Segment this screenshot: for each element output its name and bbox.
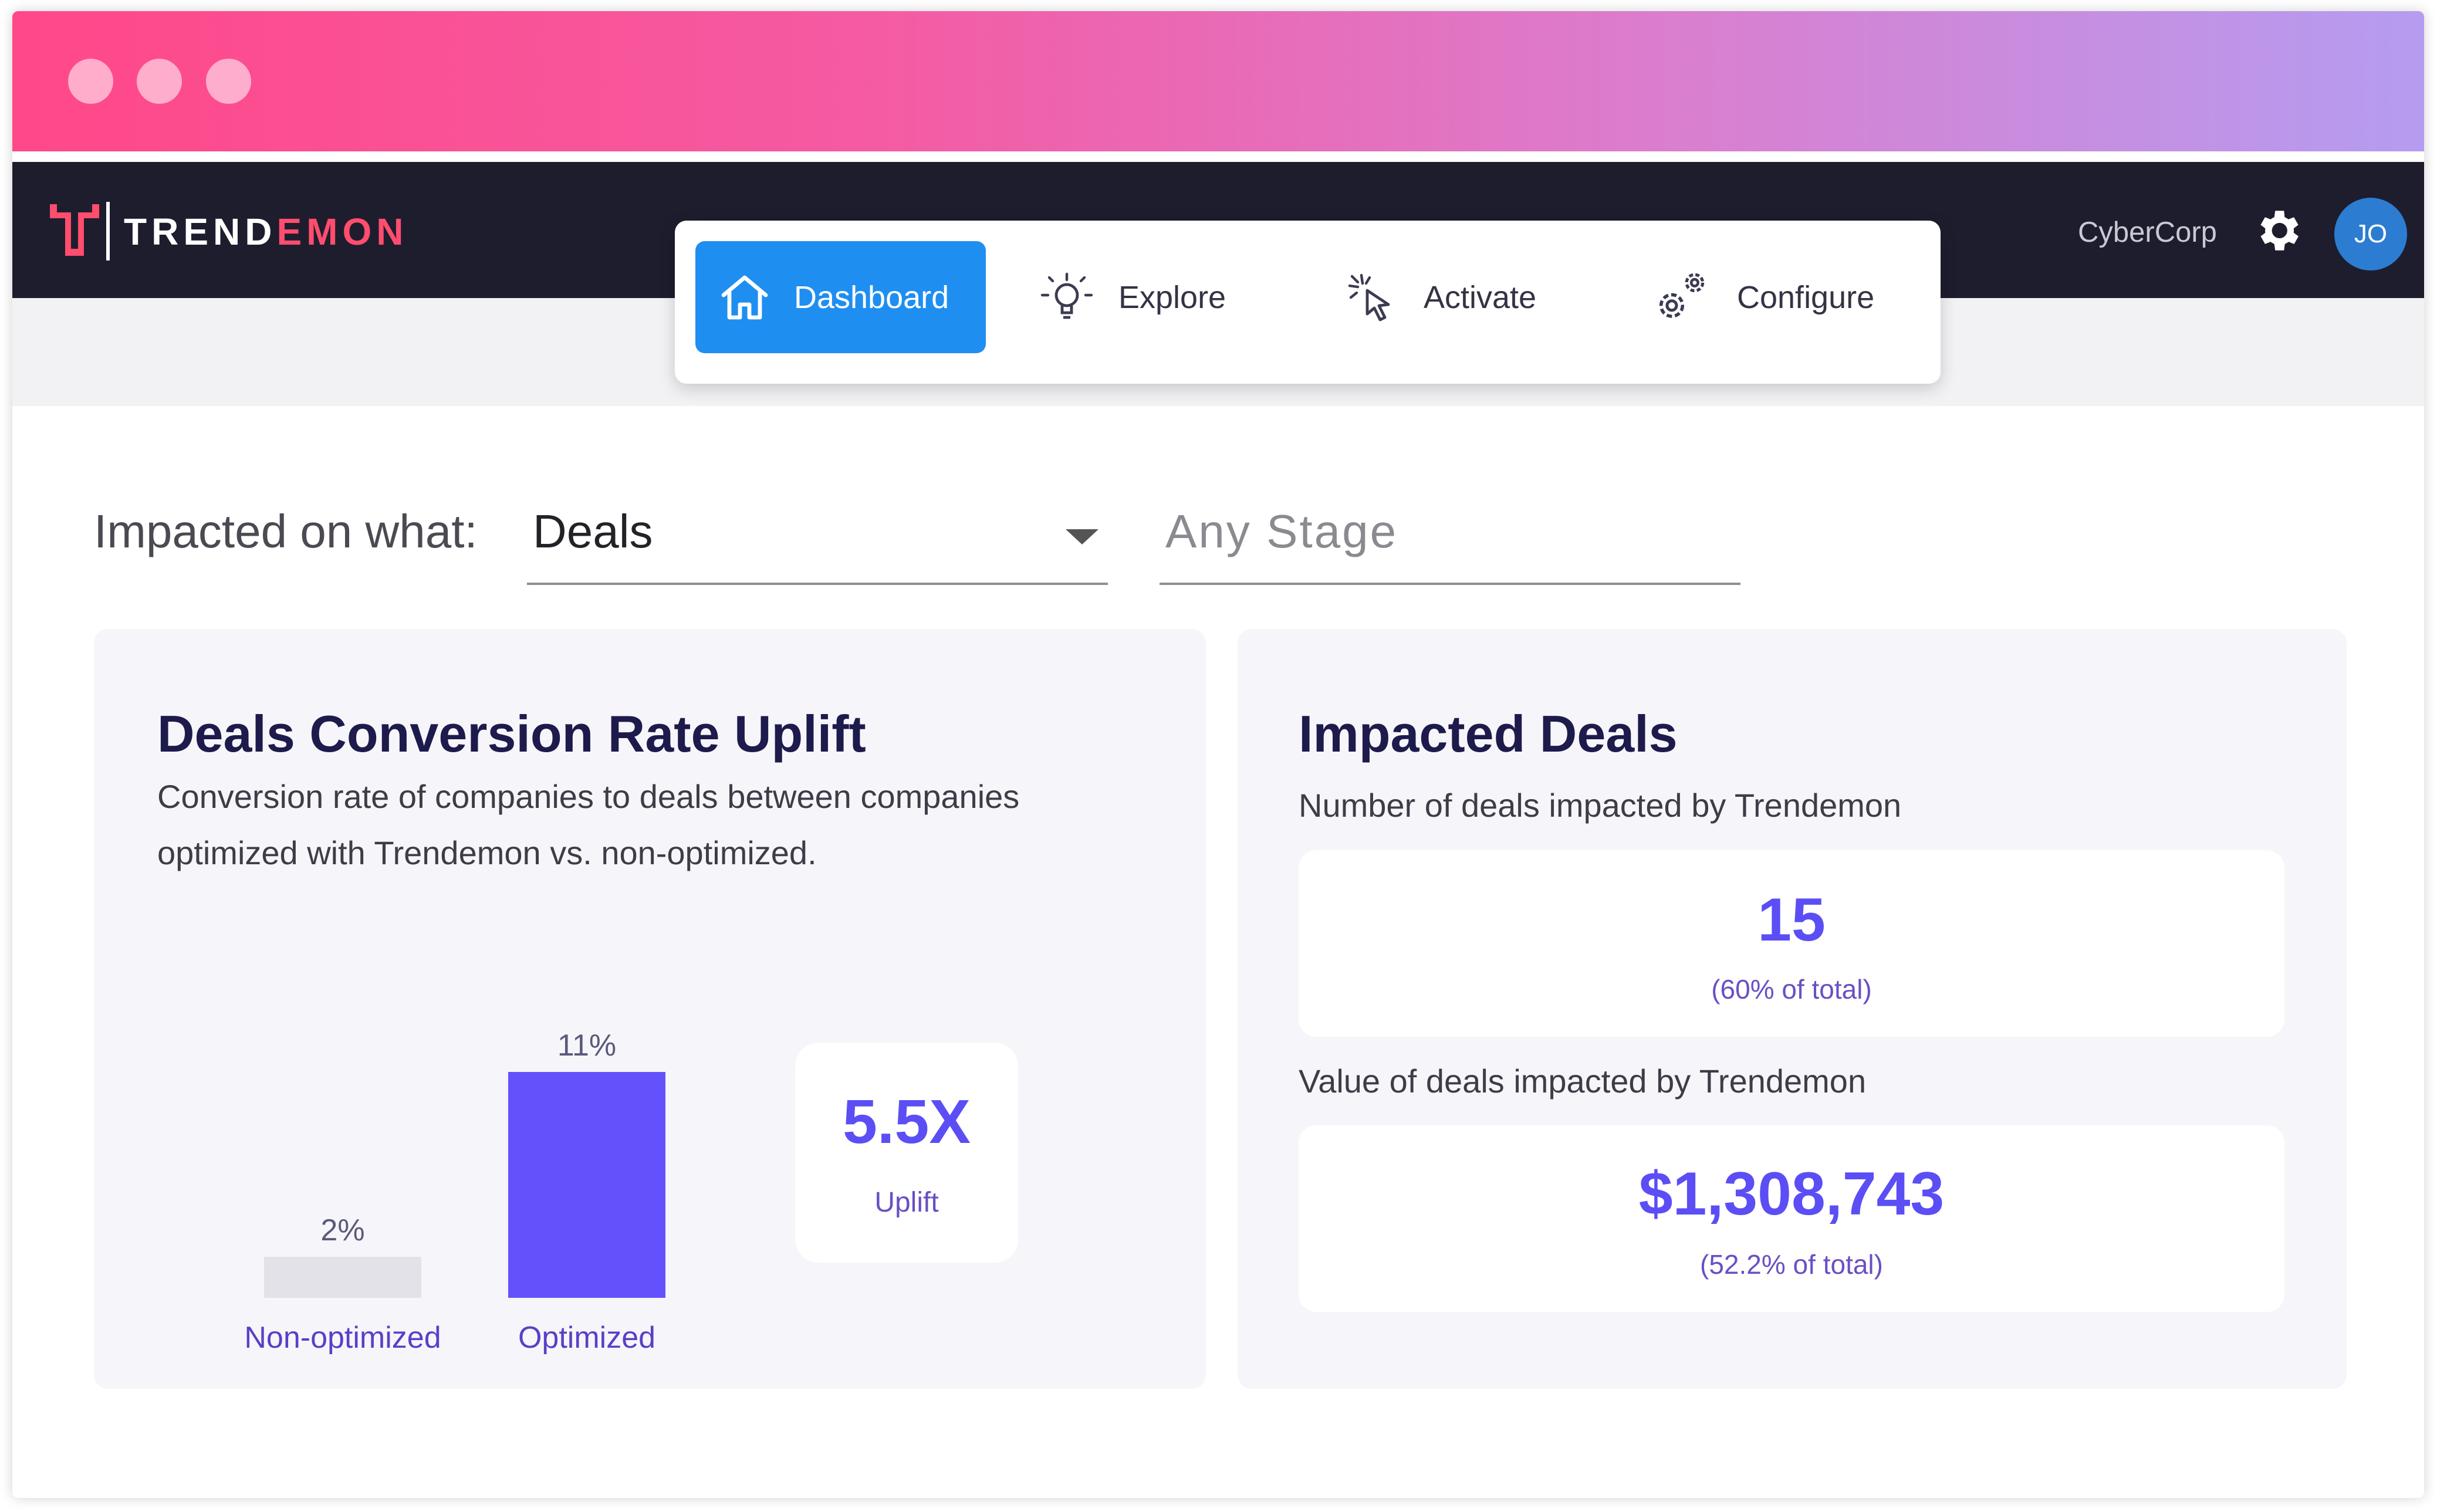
card-title: Deals Conversion Rate Uplift <box>157 705 866 763</box>
window-titlebar <box>12 11 2424 151</box>
stage-select[interactable]: Any Stage <box>1160 476 1740 585</box>
impact-type-value: Deals <box>533 505 653 557</box>
bar-non-optimized <box>264 1257 421 1298</box>
deal-value-share: (52.2% of total) <box>1700 1249 1883 1280</box>
deal-value-box: $1,308,743 (52.2% of total) <box>1299 1125 2284 1312</box>
window-maximize-button[interactable] <box>206 59 251 104</box>
uplift-value: 5.5X <box>842 1087 971 1156</box>
nav-tab-label: Dashboard <box>794 279 949 315</box>
deal-count-box: 15 (60% of total) <box>1299 850 2284 1037</box>
bar-value-label: 11% <box>557 1029 616 1063</box>
impact-filter-label: Impacted on what: <box>94 505 478 557</box>
company-name[interactable]: CyberCorp <box>2078 217 2217 248</box>
card-title: Impacted Deals <box>1299 705 1678 763</box>
impacted-deals-card: Impacted Deals Number of deals impacted … <box>1238 629 2347 1389</box>
nav-tab-label: Explore <box>1118 279 1226 315</box>
uplift-box: 5.5X Uplift <box>795 1043 1018 1263</box>
app-window: TRENDEMON CyberCorp JO Dashboard Explore <box>12 11 2424 1498</box>
deal-count-value: 15 <box>1757 886 1826 954</box>
nav-tab-label: Configure <box>1737 279 1875 315</box>
bar-optimized <box>508 1072 665 1298</box>
impact-type-select[interactable]: Deals <box>527 476 1108 585</box>
nav-tab-activate[interactable]: Activate <box>1344 241 1596 353</box>
window-minimize-button[interactable] <box>137 59 182 104</box>
dashboard-content: Impacted on what: Deals Any Stage Deals … <box>12 406 2424 1487</box>
nav-tab-configure[interactable]: Configure <box>1649 241 1925 353</box>
deal-count-share: (60% of total) <box>1711 974 1872 1004</box>
nav-tab-explore[interactable]: Explore <box>1039 241 1291 353</box>
logo-wordmark-part2: EMON <box>276 211 408 253</box>
cursor-click-icon <box>1348 273 1390 321</box>
card-description: Conversion rate of companies to deals be… <box>157 778 1020 871</box>
conversion-bar-chart: 2% Non-optimized 11% Optimized <box>244 1029 665 1355</box>
logo-divider <box>106 202 110 261</box>
settings-gear-icon[interactable] <box>2251 204 2304 257</box>
main-nav: Dashboard Explore Activate Co <box>675 221 1941 384</box>
deal-count-caption: Number of deals impacted by Trendemon <box>1299 787 1902 824</box>
bar-value-label: 2% <box>320 1213 364 1247</box>
chevron-down-icon <box>1066 529 1098 544</box>
bar-category-label: Non-optimized <box>244 1321 441 1355</box>
bar-category-label: Optimized <box>518 1321 655 1355</box>
lightbulb-icon <box>1040 272 1093 319</box>
uplift-label: Uplift <box>874 1187 939 1218</box>
deal-value-caption: Value of deals impacted by Trendemon <box>1299 1063 1867 1100</box>
trendemon-logo-icon[interactable] <box>45 197 104 262</box>
logo-wordmark[interactable]: TRENDEMON <box>124 210 408 253</box>
deal-value-amount: $1,308,743 <box>1638 1160 1945 1228</box>
nav-tab-label: Activate <box>1424 279 1537 315</box>
nav-tab-dashboard[interactable]: Dashboard <box>695 241 986 353</box>
logo-wordmark-part1: TREND <box>124 211 277 253</box>
gears-icon <box>1659 273 1705 318</box>
conversion-uplift-card: Deals Conversion Rate Uplift Conversion … <box>94 629 1206 1389</box>
user-avatar[interactable]: JO <box>2334 198 2407 270</box>
home-icon <box>721 275 768 319</box>
window-close-button[interactable] <box>68 59 113 104</box>
stage-placeholder: Any Stage <box>1165 505 1398 557</box>
